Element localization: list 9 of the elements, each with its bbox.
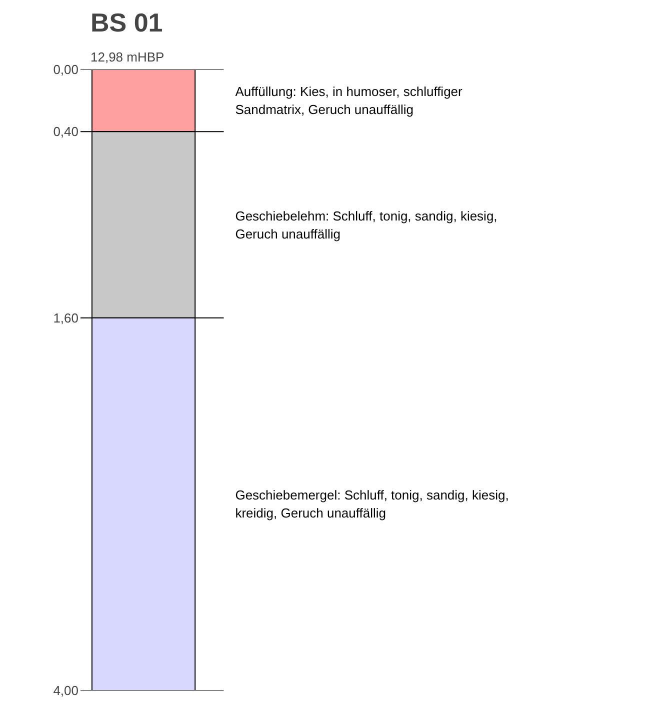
y-tick-label: 1,60	[53, 310, 79, 326]
chart-subtitle: 12,98 mHBP	[90, 50, 164, 64]
y-tick-label: 0,00	[53, 62, 79, 77]
text: Geschiebemergel: Schluff, tonig, sandig, kiesig, kreidig, Geruch unauffällig	[235, 488, 509, 521]
chart-title: BS 01	[90, 8, 163, 38]
y-tick-label: 0,40	[53, 124, 79, 140]
text: Auffüllung: Kies, in humoser, schluffiger Sandmatrix, Geruch unauffällig	[235, 84, 464, 118]
text: Geschiebelehm: Schluff, tonig, sandig, kiesig, Geruch unauffällig	[235, 208, 498, 242]
y-tick-label: 4,00	[53, 683, 79, 698]
